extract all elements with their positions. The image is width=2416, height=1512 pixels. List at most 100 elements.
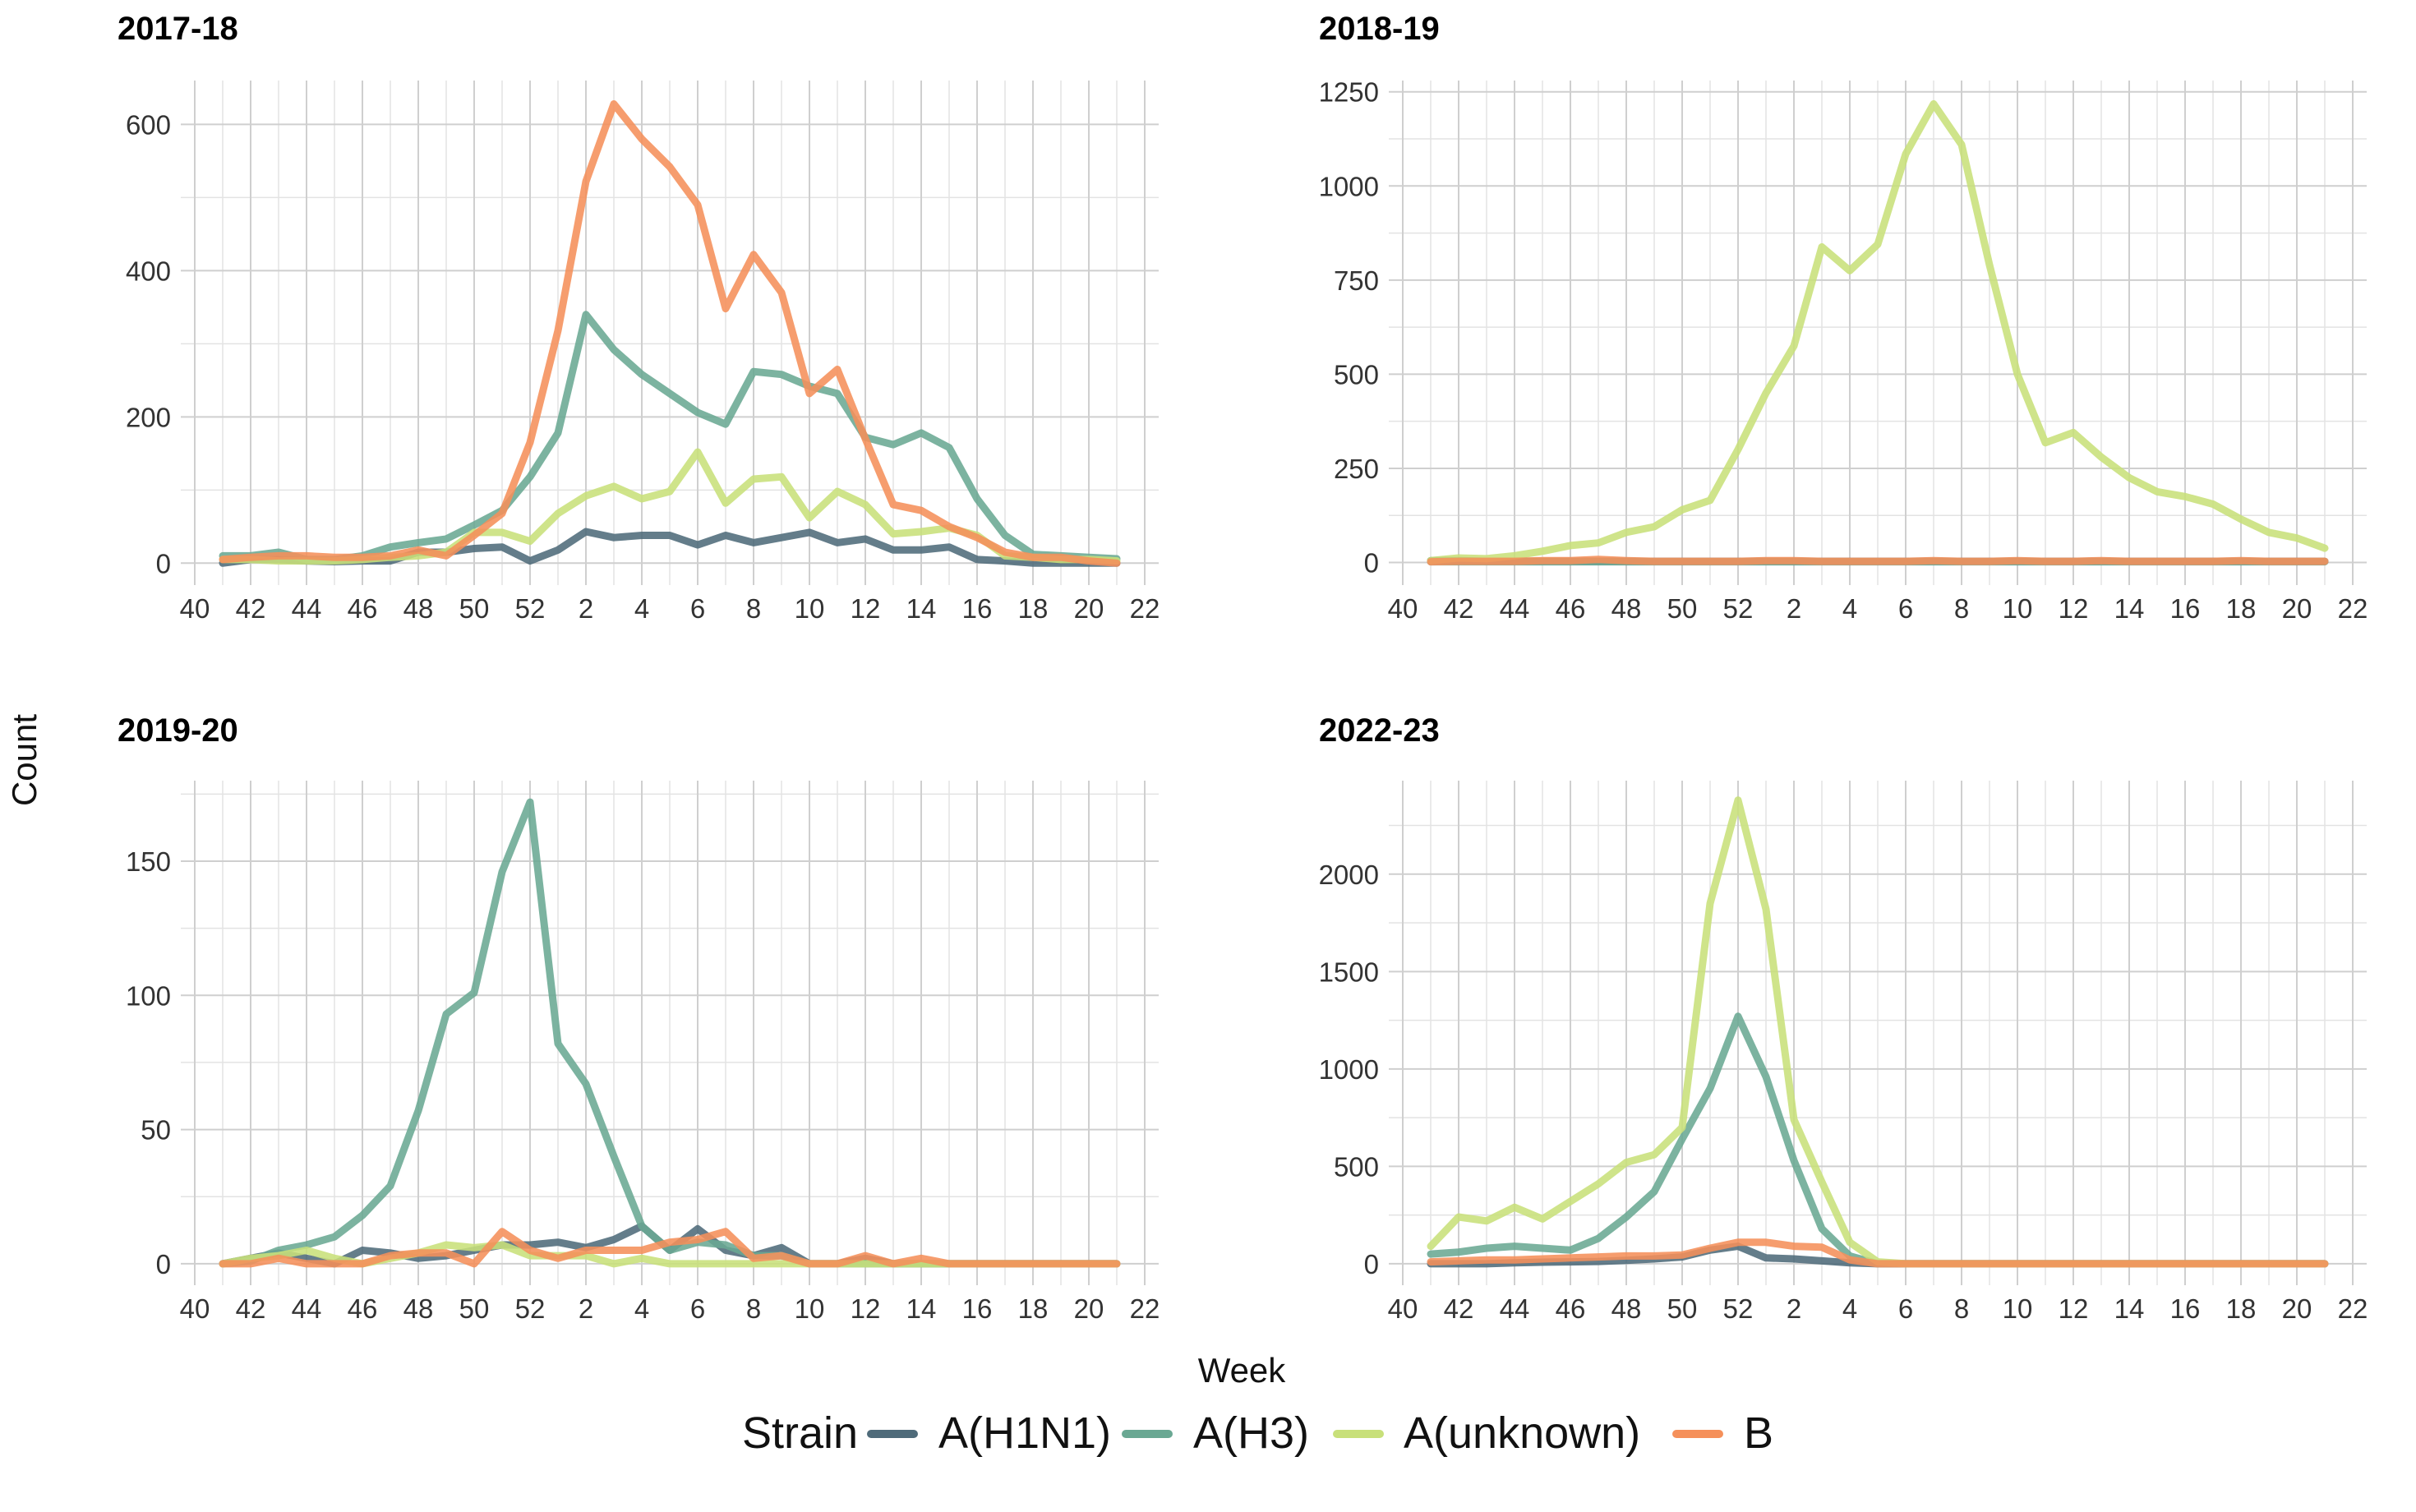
x-tick-label: 8: [746, 593, 761, 624]
x-tick-label: 20: [2282, 1293, 2312, 1324]
x-tick-label: 16: [962, 593, 993, 624]
x-tick-label: 46: [1556, 593, 1586, 624]
x-axis-title: Week: [1198, 1351, 1287, 1390]
x-tick-label: 12: [2059, 593, 2089, 624]
x-tick-label: 2: [579, 593, 593, 624]
x-tick-label: 48: [1611, 593, 1642, 624]
series-line-A(H3): [219, 311, 1121, 564]
x-tick-label: 46: [348, 1293, 378, 1324]
x-tick-label: 18: [1018, 1293, 1049, 1324]
x-tick-label: 50: [459, 1293, 490, 1324]
x-tick-label: 4: [1842, 593, 1857, 624]
series-line-B: [219, 100, 1121, 567]
legend-label-b: B: [1744, 1408, 1773, 1458]
y-tick-label: 0: [1364, 548, 1379, 579]
x-tick-label: 14: [2114, 593, 2145, 624]
x-tick-label: 40: [1388, 593, 1418, 624]
y-tick-label: 50: [141, 1115, 171, 1146]
series-line-B: [1427, 555, 2329, 566]
x-tick-label: 10: [2003, 593, 2033, 624]
legend: Strain A(H1N1) A(H3) A(unknown) B: [742, 1408, 1773, 1458]
y-tick-label: 1000: [1319, 1054, 1379, 1085]
x-tick-label: 12: [851, 1293, 881, 1324]
panel-title: 2018-19: [1319, 11, 1440, 47]
x-tick-label: 4: [634, 593, 649, 624]
x-tick-label: 18: [2226, 1293, 2257, 1324]
y-axis-title: Count: [5, 714, 44, 806]
x-tick-label: 50: [1667, 593, 1698, 624]
x-tick-label: 50: [1667, 1293, 1698, 1324]
y-tick-label: 400: [126, 256, 171, 286]
y-tick-label: 100: [126, 980, 171, 1011]
x-tick-label: 16: [962, 1293, 993, 1324]
x-tick-label: 44: [292, 1293, 322, 1324]
y-tick-label: 1250: [1319, 77, 1379, 108]
y-tick-label: 1500: [1319, 957, 1379, 987]
legend-label-h1n1: A(H1N1): [938, 1408, 1111, 1458]
panel-2017-18: 40 42 44 46 48 50 52 2 4 6 8 10 12 14 16 18 20 2202004006…: [118, 11, 1160, 624]
legend-title: Strain: [742, 1408, 858, 1458]
x-tick-label: 16: [2170, 1293, 2201, 1324]
x-tick-label: 12: [851, 593, 881, 624]
x-tick-label: 2: [579, 1293, 593, 1324]
y-tick-label: 250: [1334, 454, 1379, 484]
x-tick-label: 8: [746, 1293, 761, 1324]
x-tick-label: 6: [1898, 593, 1913, 624]
series-line-B: [1427, 1238, 2329, 1268]
series-line-A(unknown): [1427, 99, 2329, 565]
y-tick-label: 500: [1334, 359, 1379, 390]
x-tick-label: 4: [634, 1293, 649, 1324]
x-tick-label: 48: [1611, 1293, 1642, 1324]
x-tick-label: 22: [2338, 593, 2368, 624]
panel-title: 2022-23: [1319, 712, 1440, 749]
x-tick-label: 42: [236, 593, 266, 624]
x-tick-label: 16: [2170, 593, 2201, 624]
x-tick-label: 52: [515, 1293, 546, 1324]
x-tick-label: 40: [180, 593, 210, 624]
x-tick-label: 18: [1018, 593, 1049, 624]
x-tick-label: 22: [1130, 1293, 1160, 1324]
x-tick-label: 6: [1898, 1293, 1913, 1324]
x-tick-label: 6: [690, 1293, 705, 1324]
x-tick-label: 14: [906, 1293, 937, 1324]
x-tick-label: 4: [1842, 1293, 1857, 1324]
x-tick-label: 22: [2338, 1293, 2368, 1324]
x-tick-label: 10: [2003, 1293, 2033, 1324]
x-tick-label: 18: [2226, 593, 2257, 624]
y-tick-label: 0: [156, 548, 171, 579]
x-tick-label: 10: [795, 1293, 825, 1324]
y-tick-label: 2000: [1319, 860, 1379, 890]
series-line-B: [219, 1228, 1121, 1268]
x-tick-label: 44: [1500, 593, 1530, 624]
x-tick-label: 50: [459, 593, 490, 624]
x-tick-label: 48: [403, 593, 434, 624]
x-tick-label: 2: [1787, 593, 1801, 624]
x-tick-label: 46: [348, 593, 378, 624]
x-tick-label: 2: [1787, 1293, 1801, 1324]
x-tick-label: 44: [1500, 1293, 1530, 1324]
panel-2022-23: 40 42 44 46 48 50 52 2 4 6 8 10 12 14 16 18 20 2205001000…: [1319, 712, 2368, 1324]
panel-title: 2019-20: [118, 712, 238, 749]
x-tick-label: 44: [292, 593, 322, 624]
x-tick-label: 40: [1388, 1293, 1418, 1324]
y-tick-label: 0: [156, 1249, 171, 1279]
x-tick-label: 52: [1723, 1293, 1754, 1324]
chart-panels: 40 42 44 46 48 50 52 2 4 6 8 10 12 14 16 18 20 2202004006…: [118, 11, 2368, 1324]
y-tick-label: 1000: [1319, 171, 1379, 201]
x-tick-label: 42: [236, 1293, 266, 1324]
x-tick-label: 6: [690, 593, 705, 624]
y-tick-label: 150: [126, 846, 171, 877]
x-tick-label: 40: [180, 1293, 210, 1324]
legend-label-unknown: A(unknown): [1404, 1408, 1640, 1458]
x-tick-label: 20: [1074, 1293, 1104, 1324]
x-tick-label: 52: [1723, 593, 1754, 624]
x-tick-label: 20: [1074, 593, 1104, 624]
panel-2018-19: 40 42 44 46 48 50 52 2 4 6 8 10 12 14 16 18 20 2202505007…: [1319, 11, 2368, 624]
x-tick-label: 8: [1954, 1293, 1969, 1324]
x-tick-label: 14: [2114, 1293, 2145, 1324]
x-tick-label: 52: [515, 593, 546, 624]
y-tick-label: 500: [1334, 1151, 1379, 1182]
panel-2019-20: 40 42 44 46 48 50 52 2 4 6 8 10 12 14 16 18 20 2205010015…: [118, 712, 1160, 1324]
x-tick-label: 20: [2282, 593, 2312, 624]
x-tick-label: 42: [1444, 1293, 1474, 1324]
